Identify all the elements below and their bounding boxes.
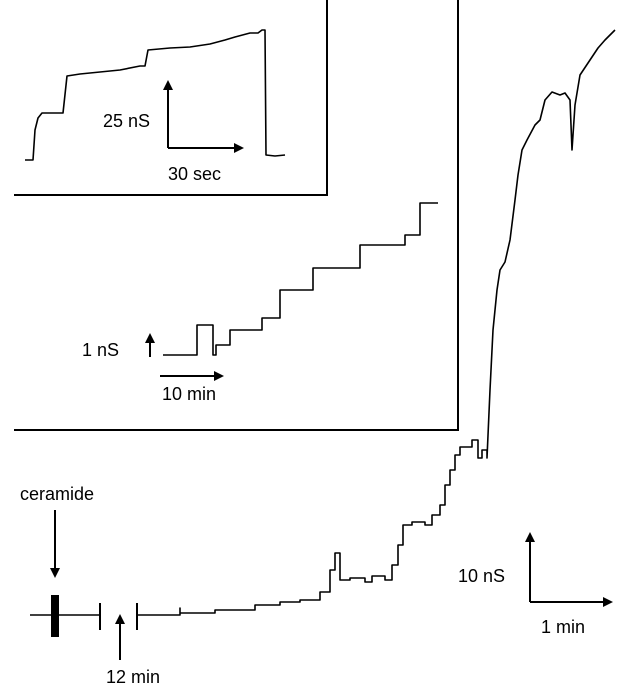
top-y-scale-label: 25 nS — [103, 111, 150, 131]
top-inset-frame — [14, 0, 328, 196]
main-trace — [30, 29, 616, 616]
gap-label: 12 min — [106, 667, 160, 687]
top-x-scale-label: 30 sec — [168, 164, 221, 184]
middle-inset-frame — [14, 0, 459, 431]
middle-inset-trace — [163, 202, 438, 356]
top-inset-trace — [25, 29, 286, 161]
middle-y-scale-label: 1 nS — [82, 340, 119, 360]
ceramide-label: ceramide — [20, 484, 94, 504]
main-y-scale-label: 10 nS — [458, 566, 505, 586]
main-x-scale-label: 1 min — [541, 617, 585, 637]
ceramide-artifact — [51, 595, 59, 637]
middle-x-scale-label: 10 min — [162, 384, 216, 404]
